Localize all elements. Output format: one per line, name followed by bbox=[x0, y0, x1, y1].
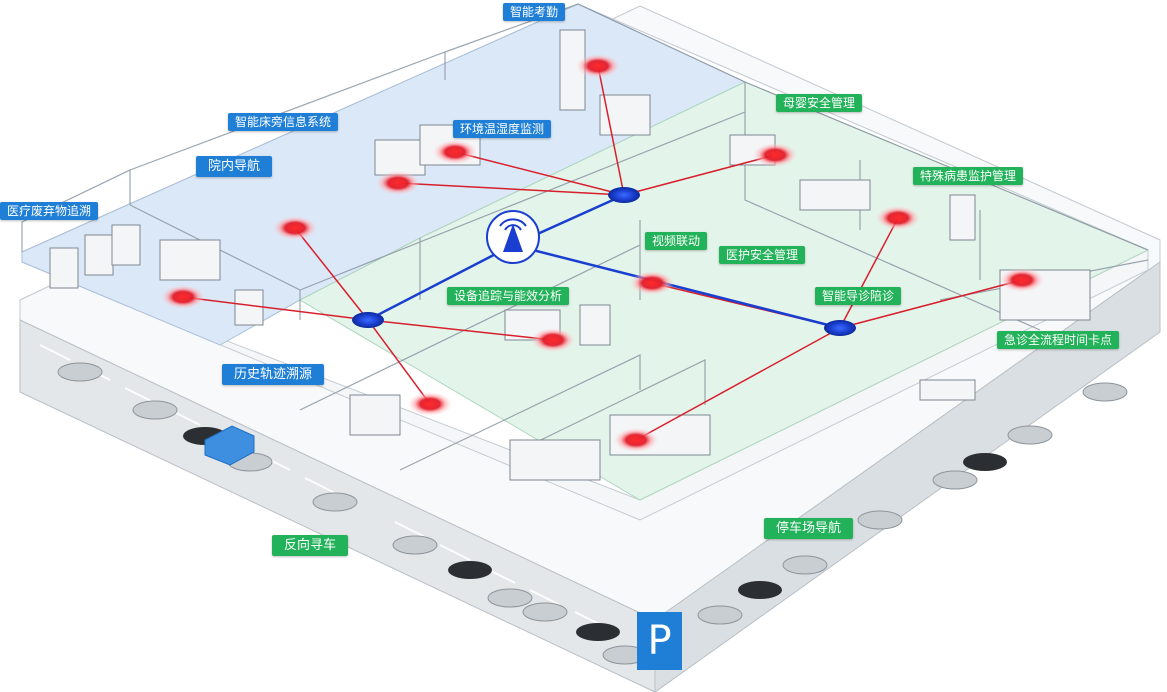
beacon-env bbox=[433, 140, 477, 164]
beacon-bedside bbox=[376, 171, 420, 195]
label-special-patient: 特殊病患监护管理 bbox=[913, 167, 1024, 185]
label-staff-safety: 医护安全管理 bbox=[719, 246, 806, 264]
label-attendance: 智能考勤 bbox=[503, 3, 566, 21]
beacon-mother-baby bbox=[753, 143, 797, 167]
beacon-history bbox=[408, 392, 452, 416]
beacon-emergency bbox=[1000, 268, 1044, 292]
label-hospital-nav: 院内导航 bbox=[196, 156, 273, 177]
hub-left bbox=[352, 312, 384, 328]
hub-right bbox=[824, 320, 856, 336]
beacon-guide bbox=[614, 428, 658, 452]
label-parking-nav: 停车场导航 bbox=[764, 518, 854, 539]
parking-icon: P bbox=[637, 612, 682, 670]
beacon-special bbox=[876, 206, 920, 230]
beacon-device bbox=[531, 328, 575, 352]
label-device-tracking: 设备追踪与能效分析 bbox=[447, 287, 570, 305]
label-env-monitor: 环境温湿度监测 bbox=[453, 120, 552, 138]
beacon-nodes bbox=[161, 54, 1044, 452]
label-video-link: 视频联动 bbox=[645, 232, 708, 250]
beacon-attendance bbox=[576, 54, 620, 78]
label-waste-trace: 医疗废弃物追溯 bbox=[0, 202, 99, 220]
label-mother-baby: 母婴安全管理 bbox=[776, 94, 863, 112]
label-history-trace: 历史轨迹溯源 bbox=[222, 364, 325, 385]
beacon-video bbox=[630, 271, 674, 295]
beacon-nav bbox=[273, 216, 317, 240]
wifi-tower-icon bbox=[486, 210, 540, 264]
label-guide: 智能导诊陪诊 bbox=[815, 287, 902, 305]
beacon-waste bbox=[161, 285, 205, 309]
hub-top bbox=[608, 187, 640, 203]
cars bbox=[57, 362, 1128, 665]
label-reverse-car: 反向寻车 bbox=[272, 535, 349, 556]
label-bedside-info: 智能床旁信息系统 bbox=[228, 113, 339, 131]
gateway-hubs bbox=[352, 187, 856, 336]
label-emergency: 急诊全流程时间卡点 bbox=[997, 331, 1120, 349]
